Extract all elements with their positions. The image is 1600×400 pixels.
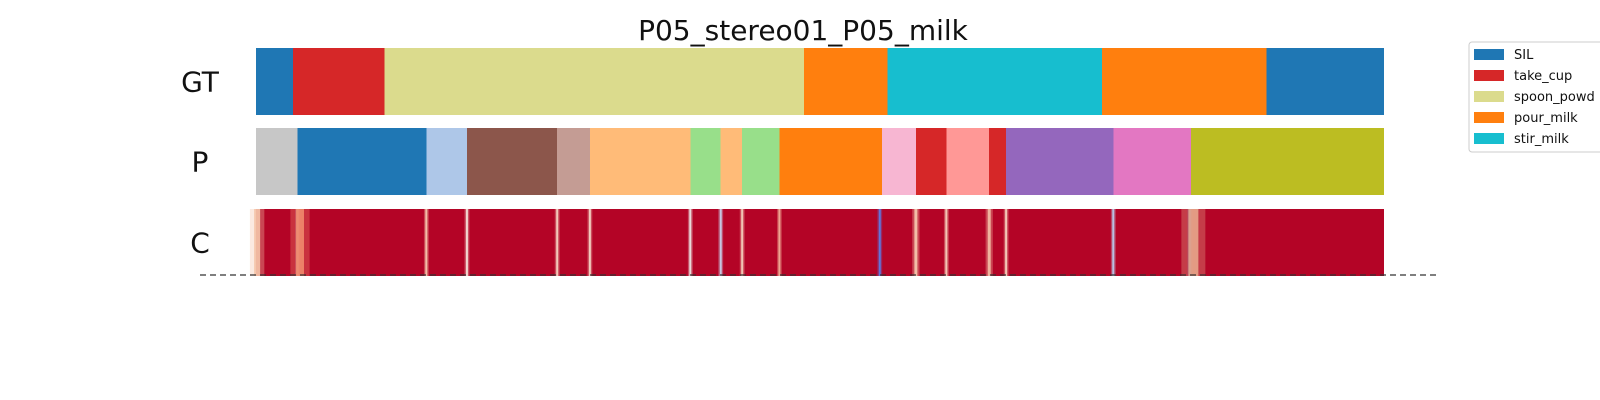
legend-swatch-1 xyxy=(1474,70,1504,81)
confidence-dip-16 xyxy=(1112,209,1115,276)
legend-label-3: pour_milk xyxy=(1514,111,1578,126)
legend-label-4: stir_milk xyxy=(1514,132,1569,147)
legend-frame xyxy=(1468,41,1600,153)
segment-gt-2 xyxy=(384,48,805,115)
segment-gt-1 xyxy=(293,48,385,115)
row-label: P xyxy=(192,146,209,179)
confidence-dip-6 xyxy=(588,209,591,276)
legend-swatch-4 xyxy=(1474,133,1504,144)
confidence-dip-11 xyxy=(878,209,881,276)
confidence-dip-9 xyxy=(741,209,744,276)
segmentation-rows: GT P C xyxy=(181,48,1384,276)
confidence-dip-13 xyxy=(945,209,948,276)
confidence-dip-2 xyxy=(295,209,304,276)
confidence-dip-10 xyxy=(778,209,781,276)
confidence-dip-5 xyxy=(556,209,559,276)
segment-p-0 xyxy=(256,128,298,195)
row-c: C xyxy=(190,209,1384,276)
legend-label-1: take_cup xyxy=(1514,69,1572,84)
segment-p-1 xyxy=(297,128,427,195)
segment-p-6 xyxy=(690,128,721,195)
segment-gt-5 xyxy=(1102,48,1267,115)
legend-swatch-2 xyxy=(1474,91,1504,102)
segment-p-11 xyxy=(915,128,947,195)
segment-p-8 xyxy=(742,128,780,195)
segment-p-12 xyxy=(946,128,990,195)
confidence-dip-15 xyxy=(1005,209,1008,276)
confidence-dip-0 xyxy=(254,209,261,276)
segment-p-3 xyxy=(466,128,558,195)
chart-title: P05_stereo01_P05_milk xyxy=(638,14,969,47)
row-label: GT xyxy=(181,66,220,99)
segment-gt-6 xyxy=(1266,48,1384,115)
segment-gt-0 xyxy=(256,48,294,115)
confidence-dip-14 xyxy=(987,209,991,276)
legend-entries: SIL take_cup spoon_powd pour_milk stir_milk xyxy=(1474,48,1595,147)
segment-p-14 xyxy=(1006,128,1114,195)
confidence-dip-12 xyxy=(914,209,918,276)
legend-label-2: spoon_powd xyxy=(1514,90,1595,105)
segment-p-2 xyxy=(426,128,467,195)
segment-p-4 xyxy=(557,128,590,195)
legend-label-0: SIL xyxy=(1514,48,1534,63)
confidence-dip-4 xyxy=(465,209,468,276)
legend-swatch-0 xyxy=(1474,49,1504,60)
segment-gt-4 xyxy=(887,48,1102,115)
segment-p-10 xyxy=(882,128,916,195)
row-label: C xyxy=(190,227,210,260)
segment-p-5 xyxy=(589,128,691,195)
confidence-dip-3 xyxy=(425,209,428,276)
legend-swatch-3 xyxy=(1474,112,1504,123)
segment-p-16 xyxy=(1191,128,1384,195)
segment-p-9 xyxy=(779,128,883,195)
row-p: P xyxy=(192,128,1384,195)
segment-p-15 xyxy=(1113,128,1192,195)
legend: SIL take_cup spoon_powd pour_milk stir_milk xyxy=(1468,41,1600,153)
confidence-dip-8 xyxy=(719,209,722,276)
segment-p-7 xyxy=(720,128,743,195)
confidence-dip-7 xyxy=(689,209,692,276)
confidence-dip-18 xyxy=(1188,209,1199,276)
segment-p-13 xyxy=(989,128,1007,195)
segment-gt-3 xyxy=(804,48,888,115)
row-gt: GT xyxy=(181,48,1384,115)
